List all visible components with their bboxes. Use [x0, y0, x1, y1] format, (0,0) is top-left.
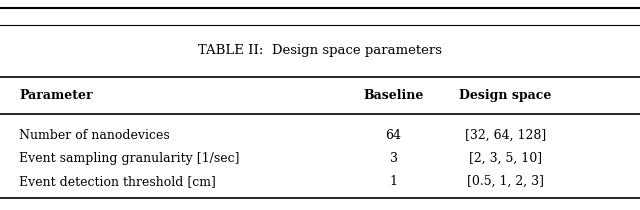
Text: TABLE II:  Design space parameters: TABLE II: Design space parameters [198, 44, 442, 57]
Text: [0.5, 1, 2, 3]: [0.5, 1, 2, 3] [467, 175, 544, 188]
Text: [32, 64, 128]: [32, 64, 128] [465, 129, 546, 142]
Text: Parameter: Parameter [19, 89, 93, 102]
Text: Design space: Design space [460, 89, 552, 102]
Text: Number of nanodevices: Number of nanodevices [19, 129, 170, 142]
Text: Event sampling granularity [1/sec]: Event sampling granularity [1/sec] [19, 152, 240, 165]
Text: Baseline: Baseline [364, 89, 424, 102]
Text: 3: 3 [390, 152, 397, 165]
Text: Event detection threshold [cm]: Event detection threshold [cm] [19, 175, 216, 188]
Text: 64: 64 [385, 129, 402, 142]
Text: [2, 3, 5, 10]: [2, 3, 5, 10] [469, 152, 542, 165]
Text: 1: 1 [390, 175, 397, 188]
